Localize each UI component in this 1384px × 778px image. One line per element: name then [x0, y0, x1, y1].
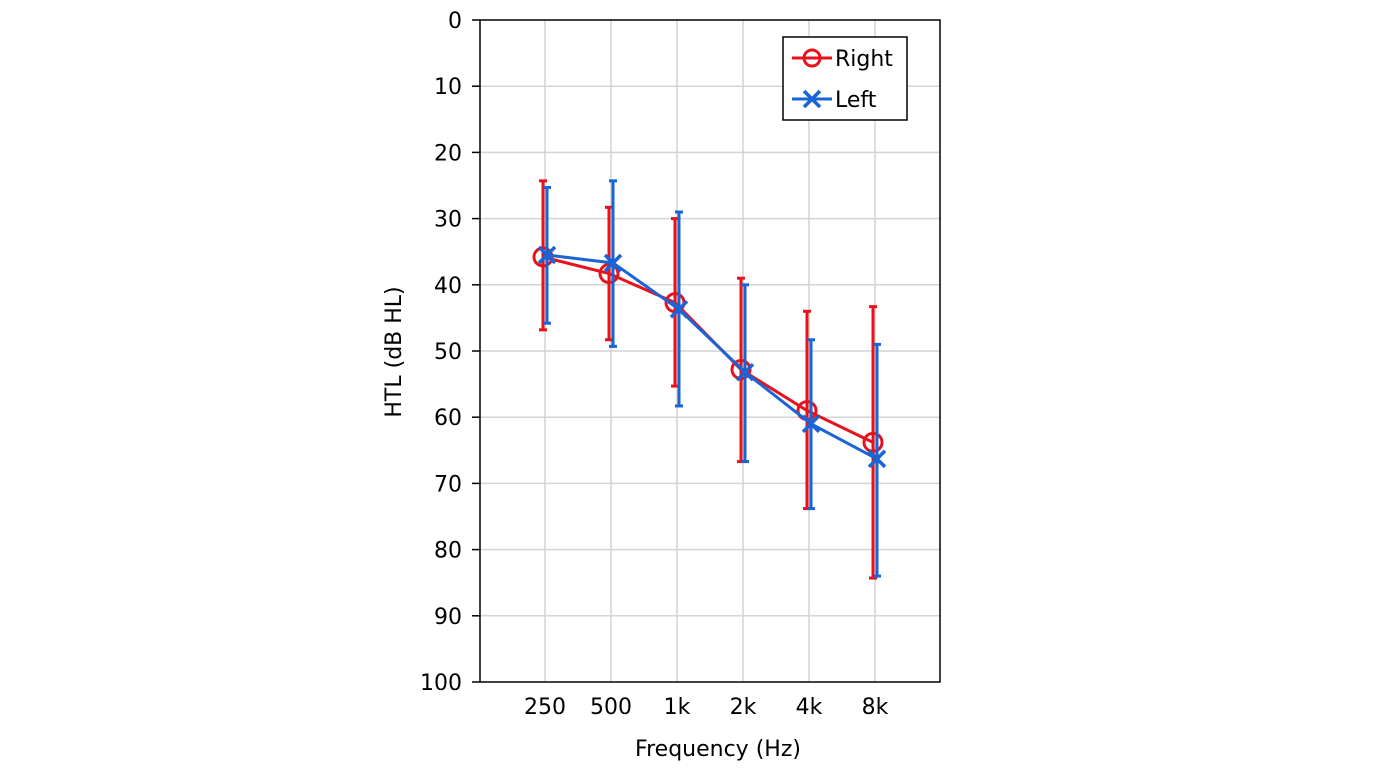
- x-axis: 250 500 1k 2k 4k 8k: [524, 695, 889, 720]
- y-tick-label: 90: [434, 605, 462, 630]
- y-tick-label: 70: [434, 472, 462, 497]
- x-tick-label: 2k: [730, 695, 757, 720]
- data-point: [862, 431, 884, 453]
- data-point: [603, 253, 623, 273]
- series-layer: [532, 179, 887, 580]
- y-tick-label: 40: [434, 274, 462, 299]
- y-tick-label: 10: [434, 75, 462, 100]
- x-tick-label: 4k: [796, 695, 823, 720]
- data-point: [867, 449, 887, 469]
- series-line: [546, 253, 878, 461]
- legend: Right Left: [782, 36, 908, 121]
- x-tick-label: 8k: [862, 695, 889, 720]
- data-point: [801, 414, 821, 434]
- series-left: [537, 179, 887, 578]
- x-axis-label: Frequency (Hz): [635, 737, 801, 762]
- y-tick-label: 100: [420, 671, 462, 696]
- data-point: [537, 245, 557, 265]
- x-tick-label: 250: [524, 695, 566, 720]
- y-tick-label: 20: [434, 141, 462, 166]
- series-right: [532, 179, 884, 580]
- error-bar: [539, 179, 547, 332]
- y-tick-label: 50: [434, 340, 462, 365]
- y-tick-label: 60: [434, 406, 462, 431]
- data-point: [735, 362, 755, 382]
- x-tick-label: 1k: [664, 695, 691, 720]
- y-tick-label: 30: [434, 208, 462, 233]
- legend-marker-right: [802, 48, 822, 68]
- legend-label-left: Left: [835, 88, 877, 113]
- y-tick-label: 80: [434, 539, 462, 564]
- legend-label-right: Right: [835, 47, 893, 72]
- x-tick-label: 500: [590, 695, 632, 720]
- legend-marker-left: [802, 89, 822, 109]
- y-axis-label: HTL (dB HL): [382, 286, 407, 417]
- grid: [480, 20, 940, 682]
- y-tick-label: 0: [448, 9, 462, 34]
- y-axis: 0 10 20 30 40 50 60 70 80 90 100: [420, 9, 480, 696]
- data-point: [669, 300, 689, 319]
